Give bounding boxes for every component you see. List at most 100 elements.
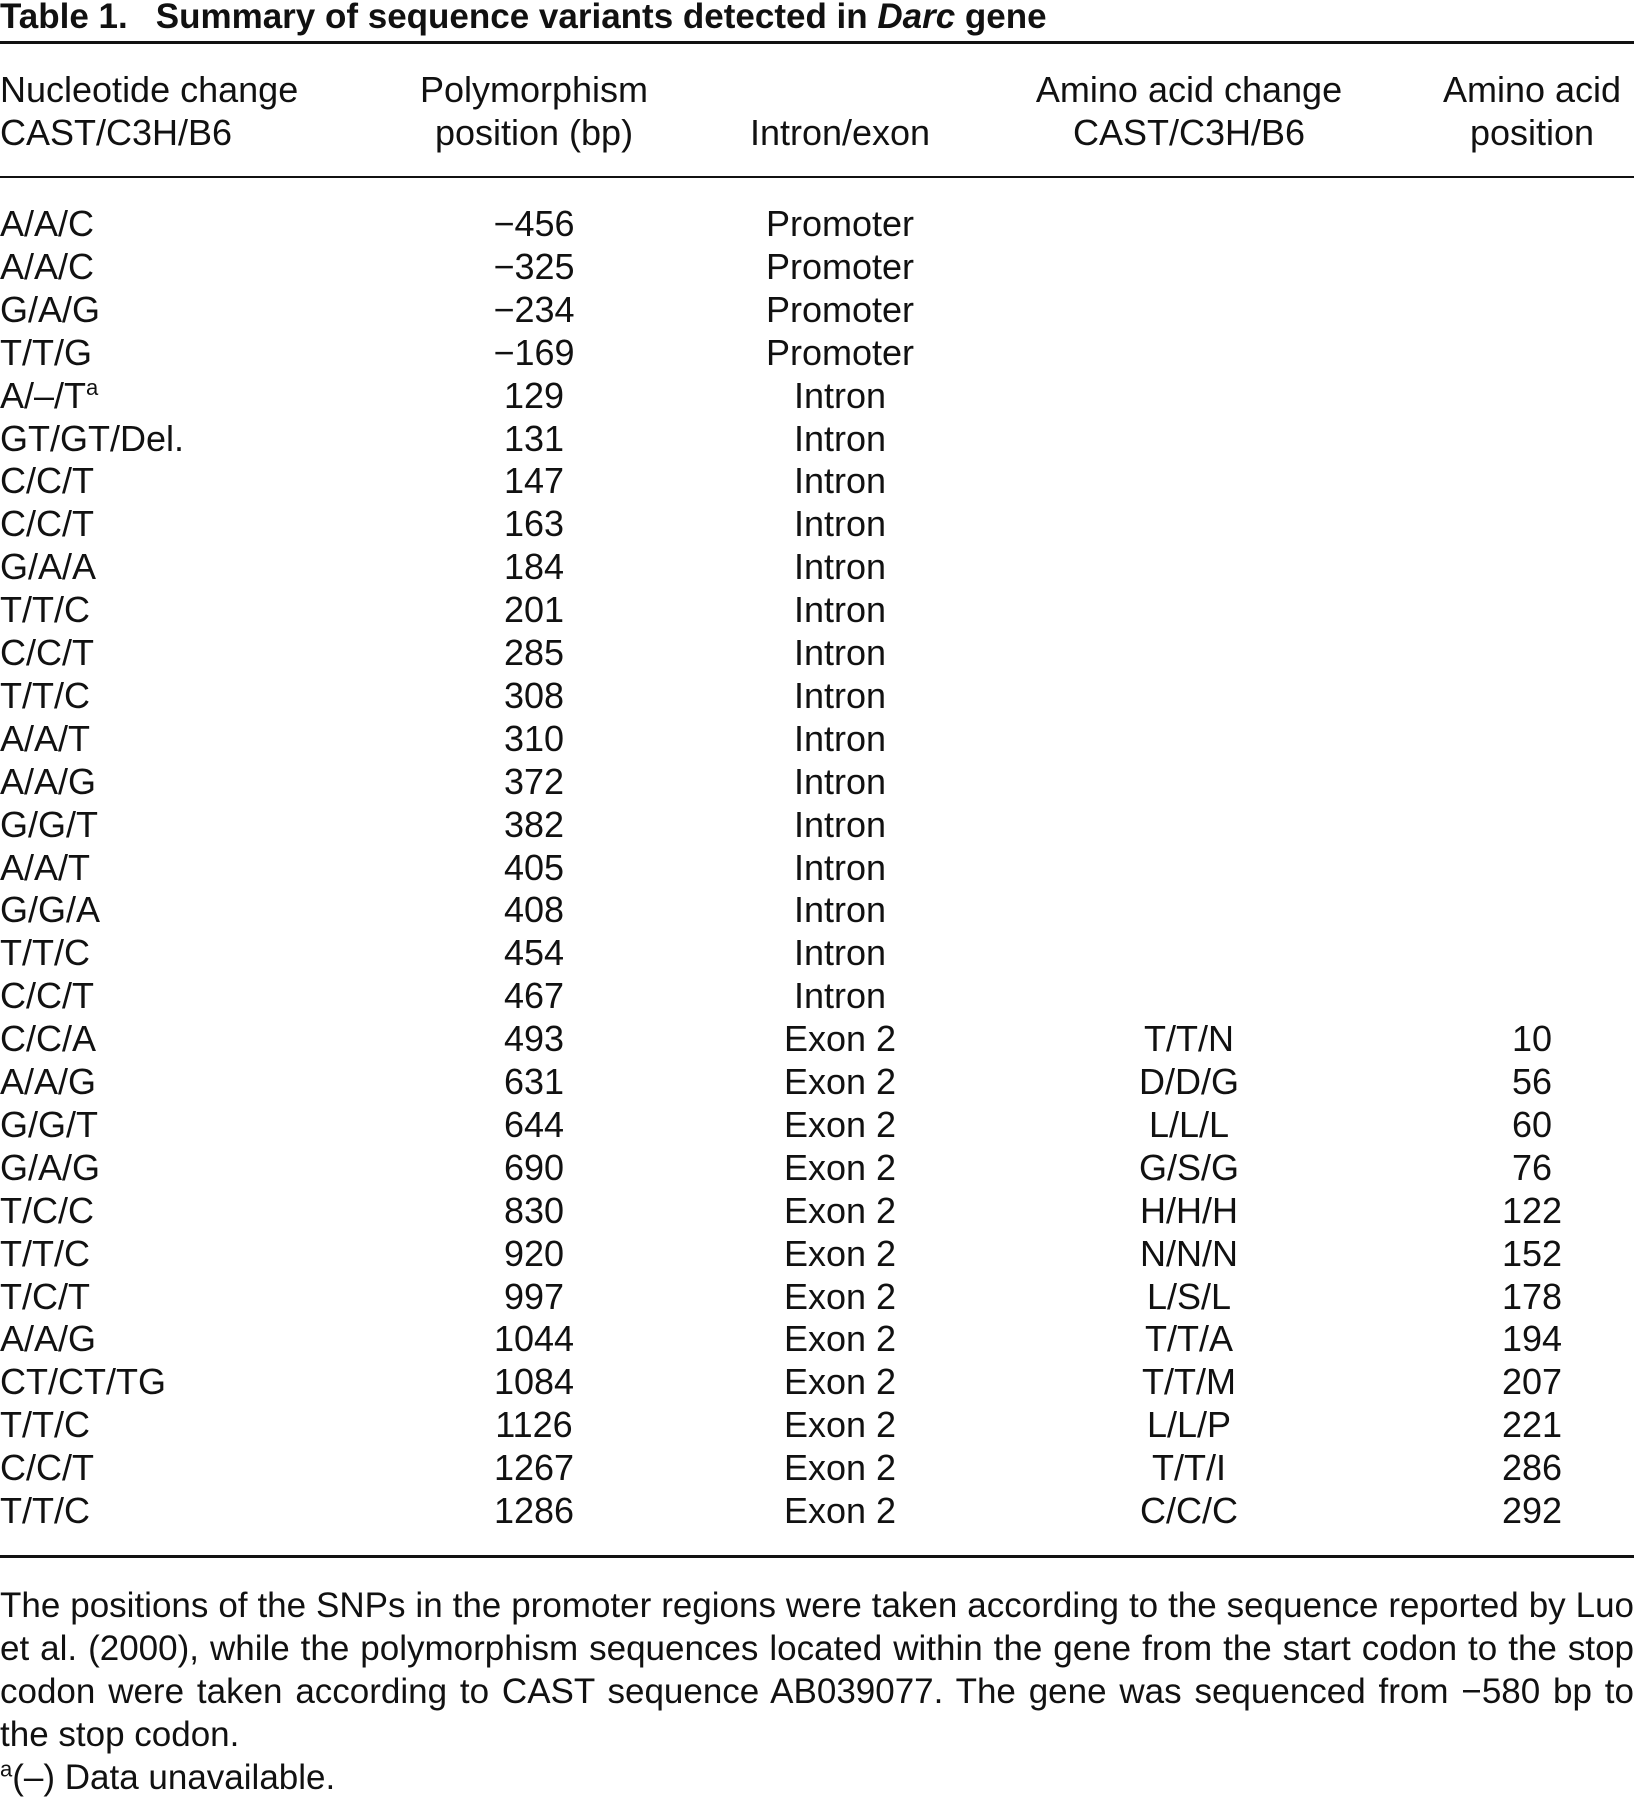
table-cell: 1044: [493, 1318, 575, 1360]
column-header: Amino acid change: [1035, 69, 1343, 110]
table-cell: T/T/C: [0, 1232, 90, 1274]
table-cell: G/A/G: [0, 1146, 101, 1188]
table-cell: Promoter: [765, 245, 915, 287]
table-cell: A/A/C: [0, 245, 95, 287]
table-cell: Exon 2: [783, 1146, 897, 1188]
table-cell: 178: [1501, 1275, 1563, 1317]
title-label: Table 1.: [0, 0, 128, 36]
column-header: CAST/C3H/B6: [0, 112, 233, 153]
table-cell: A/A/T: [0, 846, 91, 888]
table-cell: 129: [503, 374, 565, 416]
table-cell: Exon 2: [783, 1018, 897, 1060]
table-cell: T/T/C: [0, 1404, 90, 1446]
table-cell: 207: [1501, 1361, 1563, 1403]
table-cell: GT/GT/Del.: [0, 417, 185, 459]
table-cell: T/T/C: [0, 589, 90, 631]
table-cell: 285: [503, 632, 565, 673]
table-cell: T/T/G: [0, 331, 92, 373]
table-cell: 382: [503, 803, 565, 845]
column-header: CAST/C3H/B6: [1072, 112, 1306, 153]
table-cell: Intron: [793, 717, 887, 759]
table-cell: 644: [503, 1103, 565, 1145]
table-cell: Intron: [793, 632, 887, 673]
table-cell: Intron: [793, 760, 887, 802]
table-cell: Exon 2: [783, 1318, 897, 1360]
table-cell: Intron: [793, 374, 887, 416]
table-cell: Exon 2: [783, 1061, 897, 1102]
table-cell: 454: [503, 932, 565, 974]
table-cell: D/D/G: [1138, 1061, 1240, 1102]
table-cell: 830: [503, 1189, 565, 1231]
table-cell: 147: [503, 460, 565, 502]
table-cell: 1286: [493, 1490, 575, 1531]
table-cell: T/T/C: [0, 1490, 90, 1531]
table-cell: G/G/T: [0, 1103, 98, 1145]
title-text: Summary of sequence variants detected in: [155, 0, 878, 36]
table-cell: Exon 2: [783, 1103, 897, 1145]
table-cell: Exon 2: [783, 1361, 897, 1403]
table-title: Table 1. Summary of sequence variants det…: [0, 0, 1047, 34]
table-cell: CT/CT/TG: [0, 1361, 166, 1403]
table-cell: T/T/A: [1145, 1318, 1233, 1360]
table-cell: N/N/N: [1140, 1232, 1238, 1274]
table-cell: 221: [1501, 1404, 1563, 1446]
bottom-rule: [0, 1555, 1634, 1558]
table-cell: 201: [503, 589, 565, 631]
footnote-mark: a: [0, 1756, 13, 1782]
table-cell: 372: [503, 760, 565, 802]
table-cell: Intron: [793, 460, 887, 502]
footnote: a(–) Data unavailable.: [0, 1756, 1634, 1799]
table-cell: 631: [503, 1061, 565, 1102]
table-cell: C/C/C: [1140, 1490, 1238, 1531]
table-cell: 1267: [493, 1447, 575, 1489]
footnote-text: (–) Data unavailable.: [12, 1758, 336, 1797]
table-cell: Promoter: [765, 288, 915, 330]
table-cell: T/C/T: [0, 1275, 90, 1317]
column-header: Intron/exon: [749, 112, 931, 153]
table-cell: −169: [493, 331, 575, 373]
table-cell: G/G/T: [0, 803, 98, 845]
table-cell: 1126: [495, 1404, 573, 1446]
table-cell: 10: [1511, 1018, 1553, 1060]
table-cell: Intron: [793, 975, 887, 1017]
table-cell: −234: [493, 288, 575, 330]
title-text: gene: [955, 0, 1047, 36]
table-cell: Promoter: [765, 203, 915, 244]
table-cell: Exon 2: [783, 1275, 897, 1317]
table-cell: 405: [503, 846, 565, 888]
table-cell: G/G/A: [0, 889, 101, 931]
table-cell: 308: [503, 674, 565, 716]
table-cell: Intron: [793, 417, 887, 459]
table-cell: H/H/H: [1140, 1189, 1238, 1231]
header-rule: [0, 176, 1634, 178]
table-cell: A/A/G: [0, 1318, 97, 1360]
table-cell: 76: [1511, 1146, 1553, 1188]
table-cell: 1084: [493, 1361, 575, 1403]
table-cell: 56: [1511, 1061, 1553, 1102]
table-cell: C/C/A: [0, 1018, 97, 1060]
note-paragraph: The positions of the SNPs in the promote…: [0, 1586, 1634, 1754]
table-cell: 292: [1501, 1490, 1563, 1531]
table-cell: A/–/Ta: [0, 374, 99, 416]
table-cell: 122: [1501, 1189, 1563, 1231]
table-cell: 184: [503, 546, 565, 588]
table-cell: T/T/N: [1144, 1018, 1234, 1060]
table-cell: −456: [493, 203, 575, 244]
table-cell: L/S/L: [1146, 1275, 1232, 1317]
table-cell: 194: [1501, 1318, 1563, 1360]
notes: The positions of the SNPs in the promote…: [0, 1584, 1634, 1799]
table-cell: C/C/T: [0, 1447, 94, 1489]
table-cell: 152: [1501, 1232, 1563, 1274]
table-cell: L/L/P: [1146, 1404, 1232, 1446]
table-cell: Intron: [793, 546, 887, 588]
table-cell: L/L/L: [1148, 1103, 1230, 1145]
table-cell: −325: [493, 245, 575, 287]
table-cell: T/T/I: [1152, 1447, 1226, 1489]
table-cell: G/A/G: [0, 288, 101, 330]
table-cell: Exon 2: [783, 1404, 897, 1446]
footnote-mark: a: [86, 374, 99, 400]
table-cell: 997: [503, 1275, 565, 1317]
table-cell: A/A/G: [0, 1061, 97, 1102]
table-cell: A/A/T: [0, 717, 91, 759]
